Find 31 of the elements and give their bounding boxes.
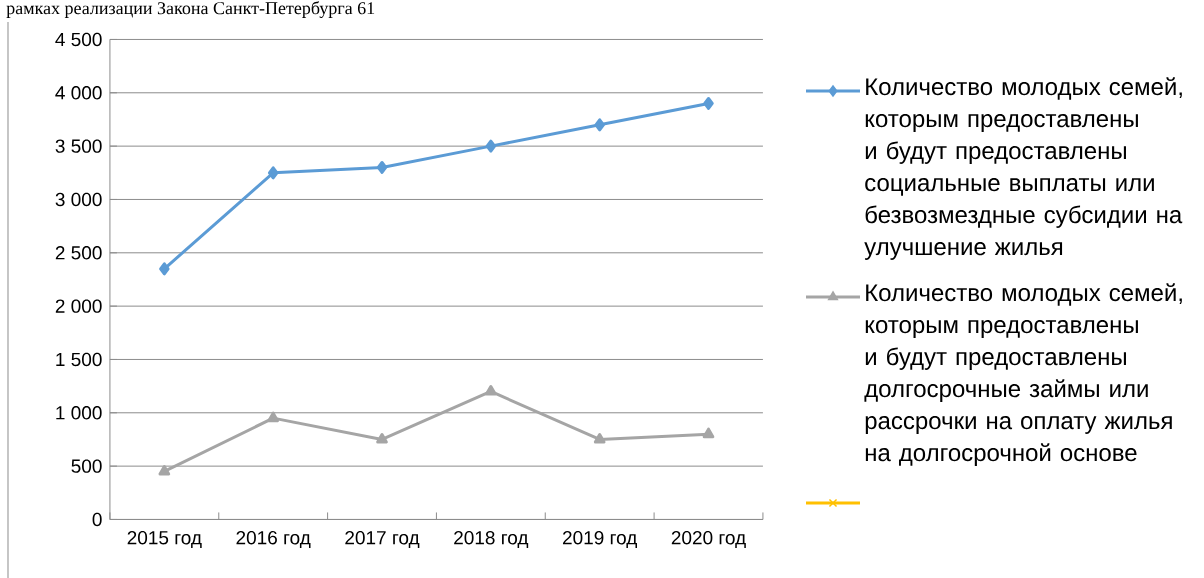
point <box>158 464 171 476</box>
x-tick-label: 2015 год <box>127 530 202 548</box>
x-tick-label: 2016 год <box>236 530 311 548</box>
point <box>485 139 497 153</box>
point <box>267 166 279 180</box>
point <box>159 262 170 276</box>
y-tick-label: 2 500 <box>55 245 102 260</box>
text: рамках реализации Закона Санкт-Петербурга 61 <box>6 0 375 18</box>
y-tick-label: 4 000 <box>55 85 102 100</box>
point <box>376 432 388 444</box>
x-tick-label: 2020 год <box>671 530 746 548</box>
legend-label: Количество молодых семей, которым предоставлены и будут предоставлены долгосрочные займы или рассрочки на оплату жилья на долгосрочной основе <box>864 282 1182 466</box>
y-tick-label: 2 000 <box>55 299 102 313</box>
legend-label: Количество молодых семей, которым предоставлены и будут предоставлены социальные выплаты или безвозмездные субсидии на улучшение жилья <box>864 76 1183 260</box>
point <box>376 160 388 174</box>
y-tick-label: 1 000 <box>56 405 102 420</box>
point <box>267 411 280 422</box>
y-tick-label: 3 000 <box>55 192 102 206</box>
y-tick-label: 500 <box>71 459 102 473</box>
point <box>594 118 605 132</box>
x-tick-label: 2017 год <box>345 530 420 548</box>
y-tick-label: 0 <box>92 512 102 526</box>
point <box>702 427 715 438</box>
point <box>485 384 497 396</box>
point <box>593 432 606 444</box>
point <box>703 96 714 110</box>
x-tick-label: 2019 год <box>562 530 637 548</box>
y-tick-label: 1 500 <box>56 352 102 366</box>
y-tick-label: 3 500 <box>55 139 102 153</box>
y-tick-label: 4 500 <box>55 32 102 46</box>
x-tick-label: 2018 год <box>454 530 529 548</box>
